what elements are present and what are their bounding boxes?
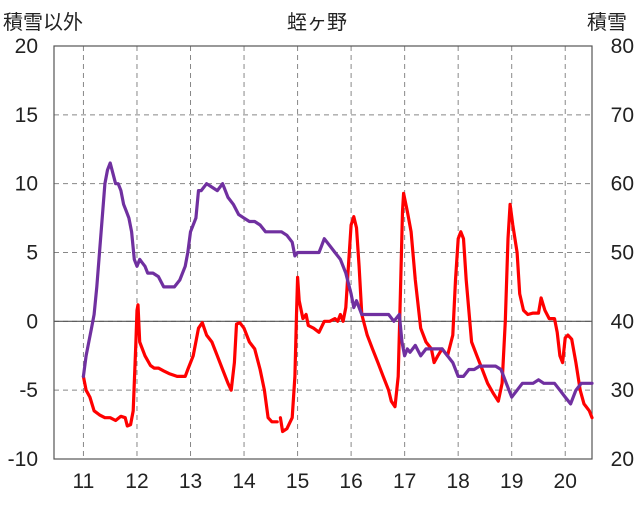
x-tick-label: 15 <box>286 470 309 493</box>
y-right-tick-label: 30 <box>611 379 634 402</box>
y-left-tick-label: 15 <box>15 104 38 127</box>
y-right-tick-label: 40 <box>611 310 634 333</box>
y-left-tick-label: 10 <box>15 173 38 196</box>
x-tick-label: 19 <box>500 470 523 493</box>
plot-frame <box>53 45 593 460</box>
y-right-tick-label: 80 <box>611 35 634 58</box>
y-left-tick-label: -10 <box>8 448 38 471</box>
y-left-tick-label: -5 <box>19 379 38 402</box>
snow-depth-line <box>81 161 594 406</box>
y-right-tick-label: 70 <box>611 104 634 127</box>
y-right-tick-label: 60 <box>611 173 634 196</box>
y-right-tick-label: 50 <box>611 242 634 265</box>
x-tick-label: 16 <box>339 470 362 493</box>
x-tick-label: 11 <box>73 470 95 493</box>
x-tick-label: 20 <box>554 470 577 493</box>
other-series-line <box>81 303 279 428</box>
y-left-tick-label: 0 <box>26 310 38 333</box>
y-left-tick-label: 5 <box>26 242 38 265</box>
left-axis-label: 積雪以外 <box>3 10 83 34</box>
x-tick-label: 18 <box>446 470 469 493</box>
other-series-line <box>278 191 594 434</box>
x-tick-label: 12 <box>125 470 148 493</box>
x-tick-label: 14 <box>232 470 256 493</box>
y-left-tick-label: 20 <box>15 35 38 58</box>
x-tick-label: 17 <box>393 470 416 493</box>
chart-title: 蛭ヶ野 <box>287 10 347 34</box>
y-right-tick-label: 20 <box>611 448 634 471</box>
right-axis-label: 積雪 <box>587 10 627 34</box>
x-tick-label: 13 <box>179 470 202 493</box>
